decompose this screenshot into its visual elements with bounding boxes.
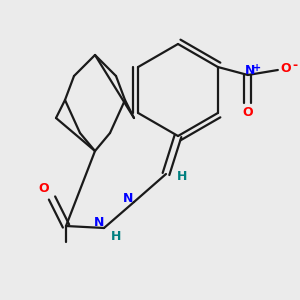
Text: N: N bbox=[244, 64, 255, 77]
Text: -: - bbox=[292, 58, 297, 71]
Text: +: + bbox=[253, 63, 261, 73]
Text: O: O bbox=[280, 61, 291, 74]
Text: H: H bbox=[177, 169, 187, 182]
Text: H: H bbox=[111, 230, 121, 242]
Text: N: N bbox=[94, 217, 104, 230]
Text: O: O bbox=[242, 106, 253, 119]
Text: N: N bbox=[123, 191, 133, 205]
Text: O: O bbox=[39, 182, 49, 194]
